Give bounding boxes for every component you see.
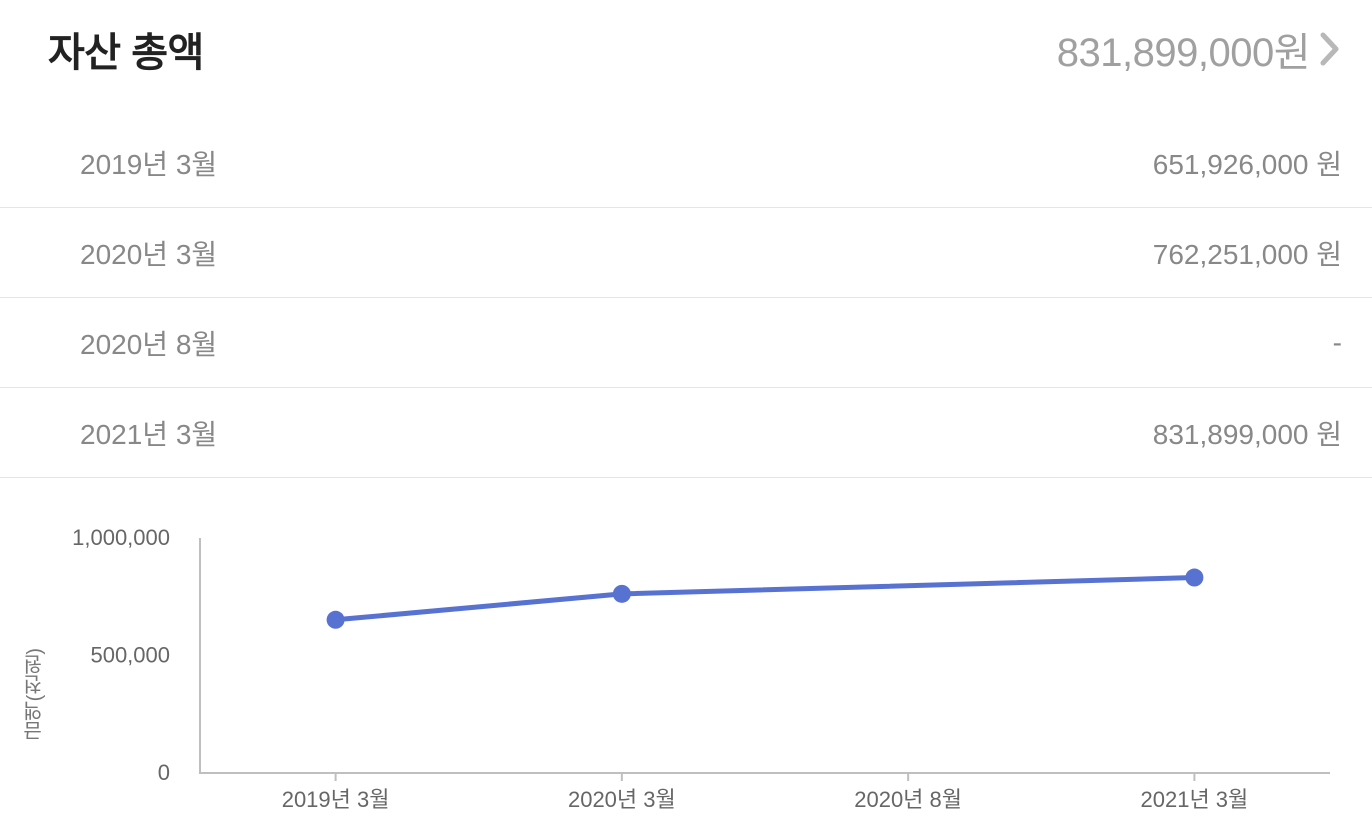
row-value: - bbox=[1333, 327, 1342, 359]
page-title: 자산 총액 bbox=[48, 20, 204, 78]
axis-line bbox=[200, 538, 1330, 773]
table-row: 2019년 3월 651,926,000 원 bbox=[0, 118, 1372, 208]
x-tick-label: 2020년 3월 bbox=[568, 787, 676, 812]
table-row: 2020년 3월 762,251,000 원 bbox=[0, 208, 1372, 298]
row-label: 2020년 3월 bbox=[80, 233, 217, 273]
row-value: 831,899,000 원 bbox=[1153, 413, 1342, 453]
total-amount-value: 831,899,000원 bbox=[1057, 20, 1310, 78]
table-row: 2021년 3월 831,899,000 원 bbox=[0, 388, 1372, 478]
series-line bbox=[336, 578, 1195, 620]
y-tick-label: 500,000 bbox=[90, 643, 170, 668]
chart-canvas: 0 500,000 1,000,000 2019년 3월 2020년 3월 2020년 8… bbox=[60, 518, 1340, 828]
total-amount-link[interactable]: 831,899,000원 bbox=[1057, 20, 1342, 78]
row-value: 651,926,000 원 bbox=[1153, 143, 1342, 183]
y-tick-label: 0 bbox=[158, 760, 170, 785]
x-tick-label: 2019년 3월 bbox=[282, 787, 390, 812]
asset-history-table: 2019년 3월 651,926,000 원 2020년 3월 762,251,… bbox=[0, 118, 1372, 478]
x-tick-label: 2021년 3월 bbox=[1141, 787, 1249, 812]
series-marker bbox=[613, 585, 631, 603]
table-row: 2020년 8월 - bbox=[0, 298, 1372, 388]
row-label: 2020년 8월 bbox=[80, 323, 217, 363]
y-axis-title: 금액(천원) bbox=[20, 648, 49, 741]
x-tick-label: 2020년 8월 bbox=[854, 787, 962, 812]
asset-total-panel: 자산 총액 831,899,000원 2019년 3월 651,926,000 … bbox=[0, 0, 1372, 838]
row-label: 2021년 3월 bbox=[80, 413, 217, 453]
row-label: 2019년 3월 bbox=[80, 143, 217, 183]
y-tick-label: 1,000,000 bbox=[72, 525, 170, 550]
header: 자산 총액 831,899,000원 bbox=[0, 20, 1372, 108]
chevron-right-icon bbox=[1318, 30, 1342, 68]
series-marker bbox=[1185, 569, 1203, 587]
asset-trend-chart: 금액(천원) 0 500,000 1,000,000 2019년 3월 2020년 3월… bbox=[0, 518, 1372, 838]
row-value: 762,251,000 원 bbox=[1153, 233, 1342, 273]
series-marker bbox=[327, 611, 345, 629]
